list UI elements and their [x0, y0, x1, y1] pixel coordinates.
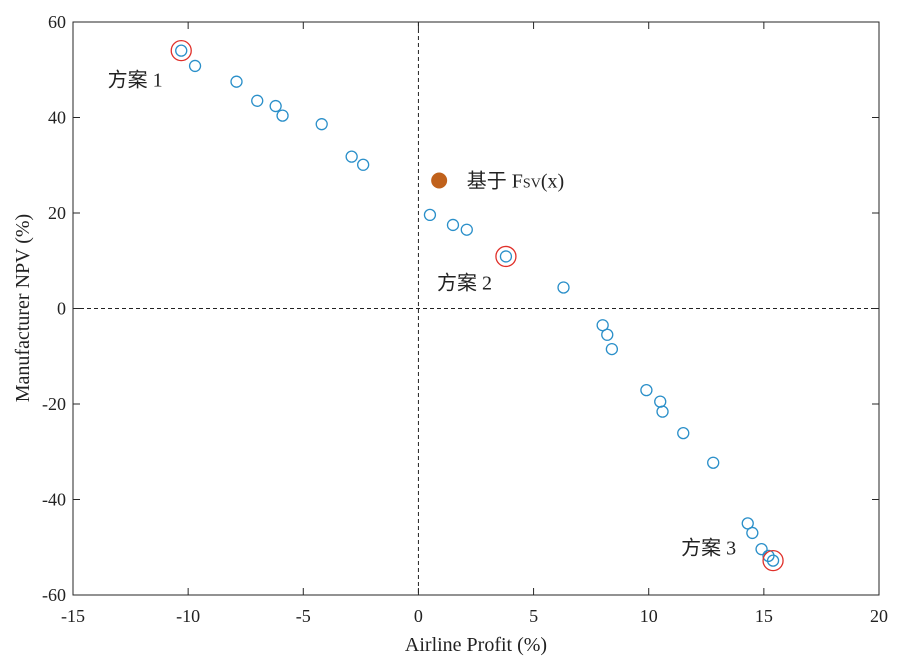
y-tick-label: -20	[42, 394, 66, 414]
data-point	[269, 99, 282, 113]
highlight-ring	[762, 549, 784, 572]
y-axis-title: Manufacturer NPV (%)	[12, 214, 34, 402]
data-point	[357, 158, 370, 171]
x-tick-label: 20	[870, 606, 888, 626]
data-point	[766, 554, 780, 567]
filled-point	[431, 172, 448, 189]
filled-point-label-sub: SV	[523, 177, 541, 192]
filled-point-label-main: 基于 F	[467, 170, 523, 193]
x-tick-label: -5	[296, 606, 311, 626]
x-tick-label: 10	[640, 606, 658, 626]
data-point	[345, 150, 358, 163]
highlight-ring	[495, 245, 517, 268]
y-tick-label: 0	[57, 299, 66, 319]
data-point	[230, 75, 243, 88]
annotation-label: 方案 3	[681, 536, 736, 559]
y-tick-label: -40	[42, 490, 66, 510]
data-point	[755, 543, 768, 556]
annotation-label: 方案 2	[437, 271, 492, 294]
data-point	[656, 405, 669, 418]
data-point	[175, 44, 188, 57]
data-point	[276, 109, 289, 122]
data-point	[423, 208, 437, 222]
reference-lines	[73, 22, 879, 595]
data-point	[601, 328, 614, 341]
axis-ticks	[72, 21, 880, 596]
annotation-label: 方案 1	[108, 68, 163, 91]
data-point	[707, 456, 720, 469]
data-point	[315, 118, 328, 131]
data-point	[499, 250, 513, 263]
y-tick-label: 40	[48, 108, 66, 128]
data-point	[605, 342, 619, 356]
x-axis-title: Airline Profit (%)	[405, 634, 547, 656]
filled-point-label: 基于 FSV(x)	[467, 170, 564, 193]
x-tick-label: -10	[176, 606, 200, 626]
data-point	[557, 281, 570, 294]
data-point	[677, 426, 690, 440]
highlight-ring	[170, 40, 192, 62]
x-tick-labels: -15 -10 -5 0 5 10 15 20	[61, 606, 888, 626]
y-tick-label: 20	[48, 203, 66, 223]
data-point	[446, 218, 460, 232]
highlight-rings	[170, 40, 784, 572]
data-point	[188, 59, 202, 73]
data-point	[746, 526, 759, 540]
y-tick-labels: -60 -40 -20 0 20 40 60	[42, 12, 66, 605]
x-tick-label: 0	[414, 606, 423, 626]
x-tick-label: -15	[61, 606, 85, 626]
y-tick-label: -60	[42, 585, 66, 605]
data-point	[460, 223, 473, 236]
data-point	[640, 384, 653, 397]
annotations: 方案 1 方案 2 方案 3	[108, 68, 736, 559]
filled-point-label-tail: (x)	[541, 171, 564, 193]
x-tick-label: 15	[755, 606, 773, 626]
x-tick-label: 5	[529, 606, 538, 626]
y-tick-label: 60	[48, 12, 66, 32]
data-points	[175, 44, 780, 567]
data-point	[251, 94, 264, 107]
